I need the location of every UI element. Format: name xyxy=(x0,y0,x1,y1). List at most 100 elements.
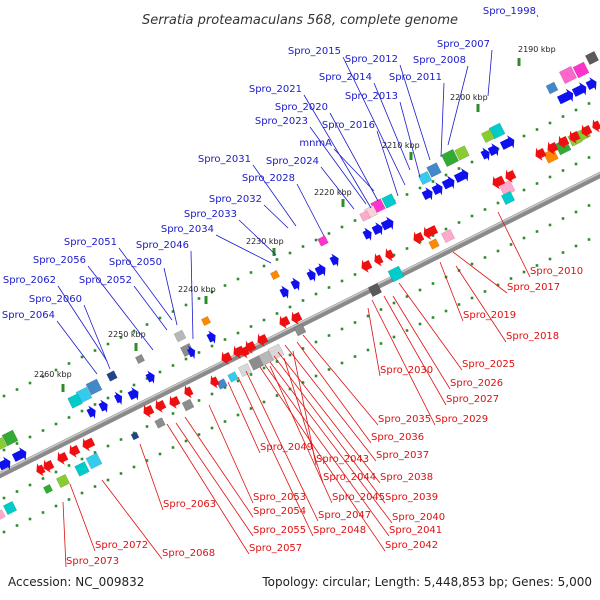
reverse-gene-label: Spro_2047 xyxy=(318,510,371,521)
tick-dot-inner-a xyxy=(418,240,422,244)
gene-arrow-forward xyxy=(480,147,490,161)
tick-dot-inner-a xyxy=(496,201,500,205)
tick-dot-inner-a xyxy=(457,221,461,224)
forward-gene-label: Spro_2012 xyxy=(345,54,398,65)
leader-line xyxy=(452,251,508,294)
reverse-gene-label: Spro_2038 xyxy=(380,472,433,483)
tick-dot-outer xyxy=(223,284,227,287)
tick-dot-inner-c xyxy=(80,491,84,495)
gene-arrow-forward xyxy=(11,447,27,462)
reverse-gene-label: Spro_2026 xyxy=(450,378,503,389)
reverse-gene-label: Spro_2049 xyxy=(260,442,313,453)
tick-dot-inner-a xyxy=(444,227,448,231)
tick-dot-inner-a xyxy=(470,214,474,218)
forward-gene-label: Spro_2013 xyxy=(345,91,398,102)
forward-gene-label: Spro_2011 xyxy=(389,72,442,83)
tick-dot-inner-b xyxy=(210,392,214,396)
cog-block-reverse xyxy=(368,283,382,297)
gene-arrow-reverse xyxy=(210,375,220,389)
leader-line xyxy=(237,376,314,537)
kbp-scale: 2190 kbp 2200 kbp 2210 kbp 2220 kbp 2230 kbp… xyxy=(34,45,556,392)
tick-dot-inner-a xyxy=(119,390,123,393)
leader-line xyxy=(139,443,164,511)
leader-line xyxy=(57,285,108,362)
cog-block-forward xyxy=(585,51,599,65)
leader-line xyxy=(264,364,390,537)
tick-dot-inner-c xyxy=(522,270,526,274)
gene-arrow-reverse xyxy=(291,311,303,325)
leader-line xyxy=(163,267,178,326)
tick-dot-inner-c xyxy=(171,446,175,449)
leader-line xyxy=(133,285,168,331)
forward-gene-label: Spro_2016 xyxy=(322,120,375,131)
gene-arrow-forward xyxy=(380,216,394,231)
kbp-tick xyxy=(272,248,276,256)
tick-dot-inner-a xyxy=(184,357,188,361)
kbp-tick xyxy=(134,343,138,351)
tick-dot-inner-c xyxy=(210,426,214,430)
gene-arrow-forward xyxy=(431,182,443,196)
reverse-gene-label: Spro_2040 xyxy=(392,512,445,523)
tick-dot-inner-a xyxy=(483,208,487,211)
tick-dot-outer xyxy=(418,186,422,190)
tick-dot-inner-b xyxy=(535,230,539,233)
gene-arrow-reverse xyxy=(221,351,233,365)
reverse-gene-label: Spro_2035 xyxy=(378,414,431,425)
leader-line xyxy=(252,164,297,227)
cog-block-forward xyxy=(454,145,470,161)
reverse-gene-label: Spro_2043 xyxy=(316,454,369,465)
tick-dot-outer xyxy=(15,388,19,391)
gene-arrow-forward xyxy=(290,277,300,291)
tick-dot-outer xyxy=(119,336,123,339)
gene-arrow-forward xyxy=(314,263,326,277)
tick-dot-inner-a xyxy=(223,338,227,341)
tick-dot-inner-b xyxy=(470,262,474,266)
tick-dot-inner-c xyxy=(197,433,201,436)
forward-gene-label: Spro_2033 xyxy=(184,209,237,220)
tick-dot-inner-b xyxy=(41,477,45,480)
tick-dot-inner-a xyxy=(262,318,266,322)
cog-block-reverse xyxy=(0,509,6,521)
leader-line xyxy=(118,247,173,321)
reverse-gene-label: Spro_2019 xyxy=(463,310,516,321)
genome-summary-text: Topology: circular; Length: 5,448,853 bp… xyxy=(261,575,592,589)
cog-block-forward xyxy=(359,210,371,222)
tick-dot-inner-b xyxy=(522,236,526,240)
forward-gene-label: Spro_2051 xyxy=(64,237,117,248)
leader-line xyxy=(87,265,154,351)
gene-arrow-reverse xyxy=(82,437,96,452)
tick-dot-inner-a xyxy=(340,279,344,283)
forward-gene-label: Spro_2023 xyxy=(255,116,308,127)
tick-dot-outer xyxy=(93,349,97,352)
gene-arrow-reverse xyxy=(169,395,181,409)
leader-line xyxy=(190,250,194,340)
gene-arrow-forward xyxy=(86,405,96,419)
tick-dot-inner-b xyxy=(80,457,84,461)
tick-dot-inner-b xyxy=(106,444,110,448)
tick-dot-inner-a xyxy=(41,429,45,432)
tick-dot-inner-a xyxy=(197,351,201,354)
gene-arrow-reverse xyxy=(245,340,257,354)
tick-dot-inner-c xyxy=(41,511,45,514)
label-leader-lines xyxy=(56,14,539,568)
leader-line xyxy=(398,282,463,371)
forward-gene-label: Spro_2064 xyxy=(2,310,55,321)
forward-gene-label: Spro_2020 xyxy=(275,102,328,113)
cog-block-reverse xyxy=(85,452,103,470)
gene-arrow-forward xyxy=(585,77,597,91)
gene-arrow-reverse xyxy=(57,451,69,465)
cog-block-forward xyxy=(572,61,590,79)
tick-dot-inner-a xyxy=(301,299,305,302)
tick-dot-inner-c xyxy=(314,374,318,378)
tick-dot-inner-b xyxy=(67,464,71,467)
tick-dot-inner-c xyxy=(275,394,279,397)
reverse-gene-label: Spro_2041 xyxy=(389,525,442,536)
leader-line xyxy=(487,49,493,97)
tick-dot-inner-a xyxy=(587,156,591,159)
tick-dot-outer xyxy=(28,381,32,385)
tick-dot-inner-b xyxy=(327,334,331,337)
tick-dot-inner-a xyxy=(353,273,357,276)
leader-line xyxy=(536,14,539,18)
tick-dot-inner-b xyxy=(431,282,435,285)
leader-line xyxy=(263,204,289,229)
